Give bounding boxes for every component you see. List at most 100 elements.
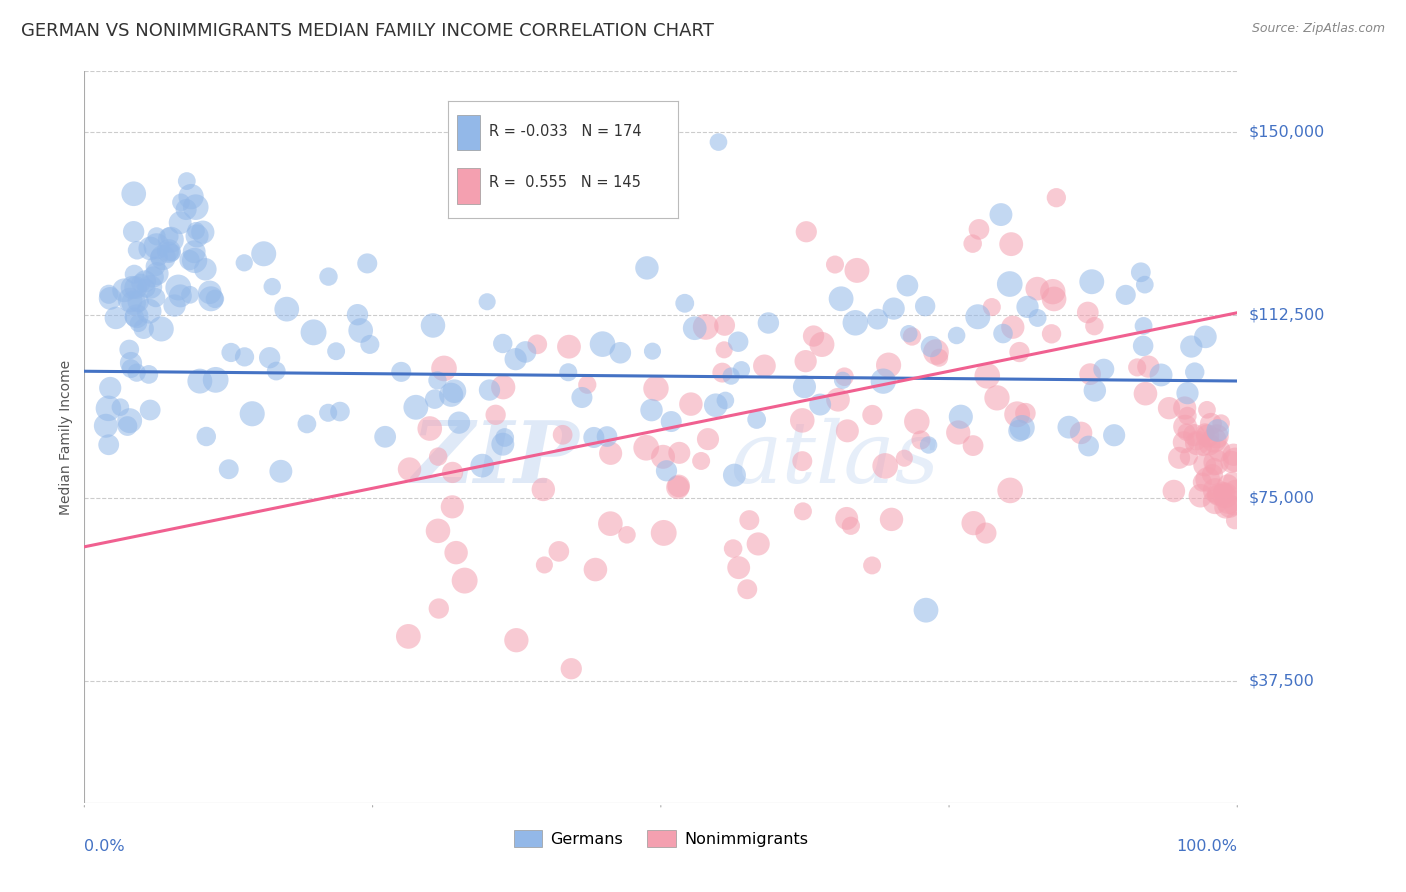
- Point: [218, 462, 240, 476]
- Point: [329, 404, 352, 418]
- Point: [834, 369, 856, 384]
- Point: [1204, 483, 1226, 498]
- Point: [636, 441, 658, 455]
- Point: [792, 413, 814, 427]
- Point: [666, 480, 689, 494]
- Point: [558, 340, 581, 354]
- Point: [160, 245, 183, 260]
- Point: [794, 225, 817, 239]
- Point: [830, 292, 852, 306]
- Point: [129, 276, 152, 290]
- Point: [240, 407, 263, 421]
- Point: [374, 430, 396, 444]
- Point: [259, 351, 281, 365]
- Point: [1205, 455, 1227, 469]
- Point: [875, 458, 897, 473]
- Point: [492, 380, 515, 394]
- Point: [860, 408, 883, 422]
- Point: [183, 253, 205, 268]
- Point: [1005, 407, 1028, 421]
- Point: [150, 322, 173, 336]
- Point: [1223, 514, 1246, 528]
- Point: [104, 310, 127, 325]
- Point: [837, 424, 859, 438]
- Point: [738, 513, 761, 527]
- Point: [148, 250, 170, 264]
- Point: [475, 294, 498, 309]
- Point: [160, 233, 183, 247]
- Point: [1204, 459, 1226, 474]
- Point: [949, 409, 972, 424]
- Y-axis label: Median Family Income: Median Family Income: [59, 359, 73, 515]
- Point: [186, 228, 208, 243]
- Point: [163, 299, 186, 313]
- Point: [668, 446, 690, 460]
- Point: [1070, 425, 1092, 440]
- Point: [905, 415, 928, 429]
- Point: [1187, 436, 1209, 450]
- Point: [1017, 300, 1039, 314]
- Point: [198, 285, 221, 300]
- Point: [145, 239, 167, 253]
- Point: [1205, 429, 1227, 443]
- Point: [505, 352, 527, 367]
- Point: [200, 292, 222, 306]
- Point: [1213, 487, 1236, 501]
- Point: [443, 384, 465, 399]
- Point: [1195, 402, 1218, 417]
- Point: [792, 504, 814, 518]
- Point: [641, 344, 664, 359]
- Point: [1177, 386, 1199, 401]
- Point: [179, 253, 201, 268]
- Point: [515, 345, 537, 359]
- Point: [1194, 426, 1216, 441]
- Point: [122, 296, 145, 310]
- Point: [1081, 275, 1104, 289]
- Point: [194, 262, 217, 277]
- Point: [877, 358, 900, 372]
- Point: [422, 318, 444, 333]
- Point: [188, 374, 211, 388]
- Point: [184, 200, 207, 214]
- Point: [1026, 310, 1049, 325]
- Point: [576, 377, 599, 392]
- Point: [478, 383, 501, 397]
- Point: [1115, 288, 1137, 302]
- Point: [652, 450, 675, 464]
- Point: [1077, 439, 1099, 453]
- Point: [914, 299, 936, 313]
- Point: [747, 537, 769, 551]
- Point: [901, 329, 924, 343]
- Point: [1215, 500, 1237, 515]
- Point: [427, 450, 450, 464]
- Point: [967, 222, 990, 236]
- Point: [121, 280, 143, 294]
- Point: [679, 397, 702, 411]
- Point: [915, 603, 938, 617]
- Point: [1201, 467, 1223, 482]
- Point: [295, 417, 318, 431]
- Point: [122, 186, 145, 201]
- Point: [112, 283, 135, 297]
- Point: [122, 225, 145, 239]
- Text: GERMAN VS NONIMMIGRANTS MEDIAN FAMILY INCOME CORRELATION CHART: GERMAN VS NONIMMIGRANTS MEDIAN FAMILY IN…: [21, 22, 714, 40]
- Point: [1129, 265, 1152, 279]
- Point: [1157, 401, 1180, 416]
- Point: [318, 269, 340, 284]
- Point: [1222, 499, 1244, 513]
- Point: [145, 291, 167, 305]
- Point: [127, 317, 149, 331]
- Point: [98, 292, 121, 306]
- Point: [1204, 433, 1226, 447]
- Point: [447, 416, 470, 430]
- Point: [426, 373, 449, 387]
- Point: [592, 337, 614, 351]
- Point: [167, 280, 190, 294]
- Point: [531, 483, 554, 497]
- Point: [673, 296, 696, 310]
- Point: [616, 528, 638, 542]
- Point: [645, 382, 668, 396]
- Text: $150,000: $150,000: [1249, 125, 1324, 140]
- Point: [1135, 386, 1157, 401]
- Point: [697, 432, 720, 446]
